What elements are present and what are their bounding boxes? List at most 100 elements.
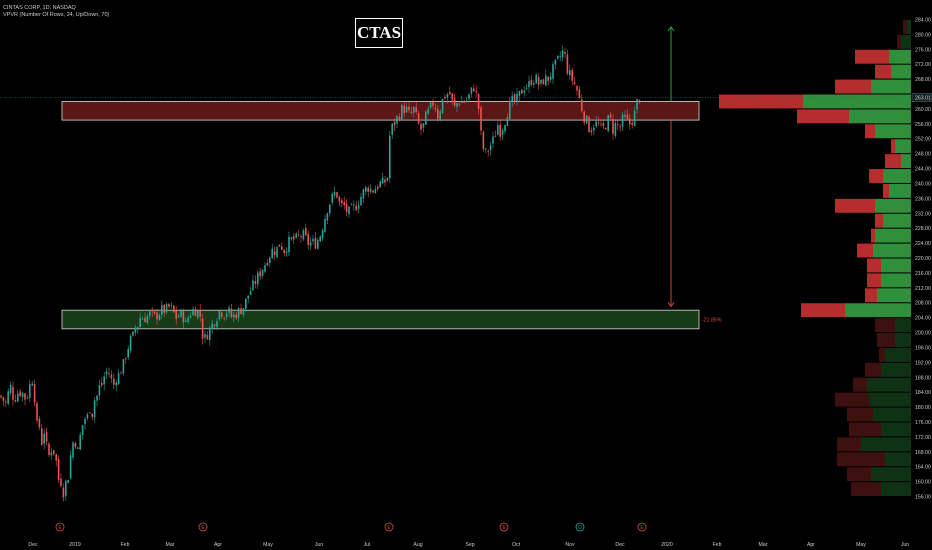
volume-row-up-22 [885, 347, 911, 362]
current-price-layer: 263.01 [0, 93, 932, 102]
candle-body [588, 116, 590, 133]
candle-body [384, 179, 386, 183]
candle-body [65, 480, 67, 496]
candle-body [413, 106, 415, 113]
time-tick-2019: 2019 [69, 542, 81, 548]
event-marker-5[interactable] [637, 522, 647, 532]
volume-row-up-21 [895, 333, 911, 347]
candle-body [43, 433, 45, 444]
candle-body [487, 150, 489, 152]
candle-body [612, 119, 614, 134]
candle-body [53, 450, 55, 454]
volume-row-up-25 [869, 392, 911, 407]
candle-body [595, 121, 597, 127]
volume-row-down-1 [897, 34, 901, 49]
candle-body [343, 202, 345, 206]
candle-body [434, 107, 437, 110]
candle-body [396, 116, 398, 124]
price-tick-212: 212.00 [915, 286, 931, 292]
candle-body [84, 418, 86, 425]
price-tick-200: 200.00 [915, 331, 931, 337]
candle-body [81, 425, 84, 436]
candle-body [7, 391, 9, 404]
volume-row-up-0 [907, 19, 911, 34]
price-tick-284: 284.00 [915, 17, 931, 23]
volume-row-down-13 [875, 213, 883, 228]
candle-body [36, 403, 38, 421]
volume-row-down-15 [857, 243, 873, 258]
volume-row-up-3 [891, 64, 911, 79]
candle-body [341, 200, 343, 204]
candle-body [607, 115, 609, 131]
volume-row-up-11 [889, 183, 911, 198]
candle-body [5, 401, 7, 403]
candle-body [295, 233, 297, 238]
candle-body [636, 98, 638, 110]
time-tick-Mar: Mar [759, 542, 768, 548]
price-tick-268: 268.00 [915, 77, 931, 83]
candle-body [72, 442, 74, 458]
candle-body [103, 376, 105, 385]
event-marker-1[interactable] [198, 522, 208, 532]
candle-body [585, 115, 588, 124]
candle-body [338, 196, 341, 202]
arrows-layer [667, 26, 675, 308]
candle-body [422, 123, 425, 128]
candle-body [134, 327, 137, 333]
candle-body [216, 321, 218, 328]
price-tick-168: 168.00 [915, 450, 931, 456]
event-marker-2[interactable] [384, 522, 394, 532]
candle-body [489, 145, 492, 150]
arrow-down-head [667, 302, 675, 308]
candle-body [521, 89, 523, 94]
time-tick-May: May [263, 542, 273, 548]
candle-body [331, 193, 333, 203]
event-marker-0[interactable] [55, 522, 65, 532]
candle-body [60, 478, 62, 487]
candle-body [41, 428, 43, 445]
candle-body [509, 100, 511, 119]
candle-body [593, 127, 595, 131]
indicator-legend[interactable]: VPVR (Number Of Rows, 24, Up/Down, 70) [3, 12, 110, 18]
candle-body [614, 122, 617, 137]
time-tick-Apr: Apr [214, 542, 222, 548]
candle-body [427, 108, 429, 114]
candle-body [324, 218, 326, 232]
event-letter-4: D [578, 525, 582, 531]
time-tick-Oct: Oct [512, 542, 521, 548]
candle-body [547, 76, 549, 82]
candle-body [559, 56, 561, 58]
candle-body [213, 324, 216, 327]
volume-row-up-26 [873, 407, 911, 422]
candle-body [96, 395, 98, 401]
candle-body [326, 213, 329, 221]
candle-body [405, 106, 408, 113]
price-tick-216: 216.00 [915, 271, 931, 277]
candle-body [477, 93, 480, 109]
volume-row-down-17 [867, 273, 881, 288]
candle-body [168, 303, 170, 307]
candle-body [149, 311, 151, 316]
event-marker-3[interactable] [499, 522, 509, 532]
candle-body [393, 121, 396, 126]
candle-body [561, 50, 564, 58]
time-tick-Aug: Aug [413, 542, 422, 548]
candle-body [453, 98, 456, 106]
candle-body [609, 114, 612, 118]
volume-row-up-7 [875, 124, 911, 139]
candle-body [540, 79, 542, 84]
event-letter-1: E [201, 525, 205, 531]
current-price-tag [911, 93, 932, 102]
candle-body [566, 54, 569, 74]
volume-profile [719, 19, 911, 497]
price-tick-256: 256.00 [915, 122, 931, 128]
volume-row-down-20 [875, 318, 895, 333]
event-marker-4[interactable] [575, 522, 585, 532]
candle-body [127, 349, 129, 358]
time-tick-Jun: Jun [901, 542, 909, 548]
candle-body [401, 104, 403, 120]
volume-row-up-31 [881, 482, 911, 497]
price-tick-192: 192.00 [915, 360, 931, 366]
candle-body [362, 189, 365, 199]
